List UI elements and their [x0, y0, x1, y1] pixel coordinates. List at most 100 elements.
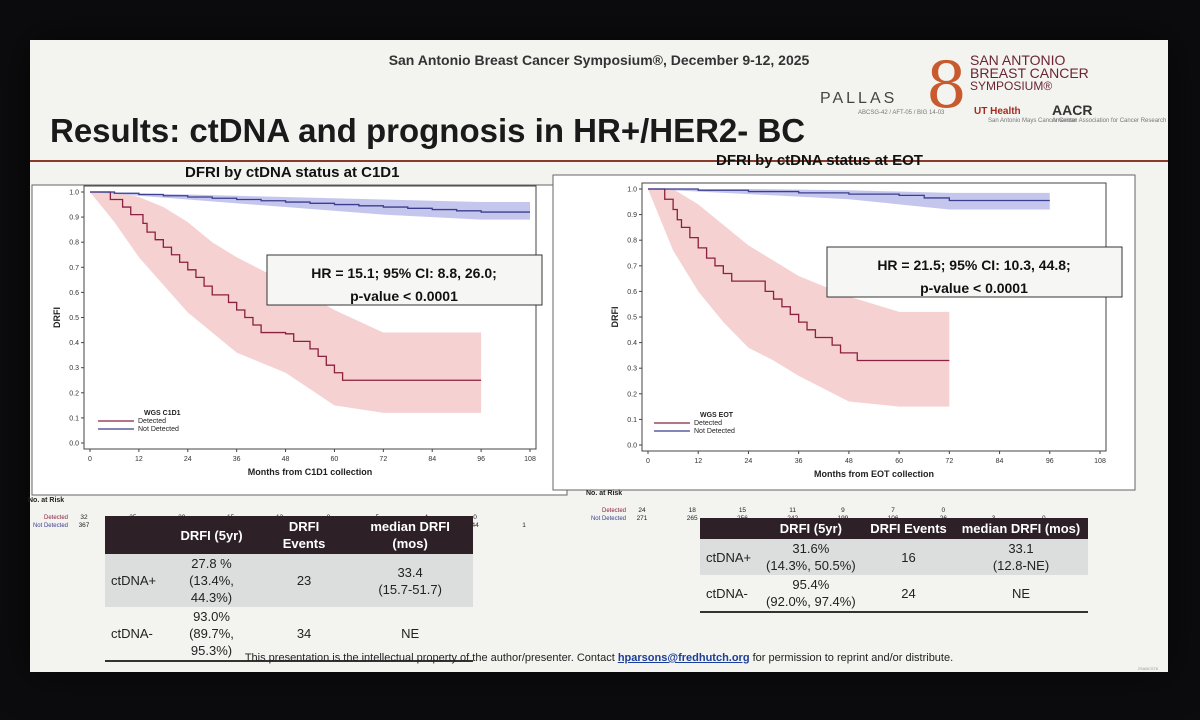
- risk-count: 265: [687, 515, 698, 522]
- drfi-ci: (89.7%, 95.3%): [189, 626, 234, 658]
- y-tick-label: 0.7: [69, 265, 79, 272]
- median-cell: NE: [347, 607, 473, 662]
- x-tick-label: 84: [428, 456, 436, 463]
- y-tick-label: 0.7: [627, 263, 637, 270]
- sabcs-logo-icon: 8: [926, 49, 967, 123]
- risk-row-label: Not Detected: [33, 523, 68, 529]
- conference-banner: San Antonio Breast Cancer Symposium®, De…: [388, 52, 810, 68]
- table-header: DRFI (5yr): [758, 518, 864, 539]
- km-line-detected: [90, 191, 482, 381]
- y-tick-label: 0.6: [69, 290, 79, 297]
- pallas-logo: PALLAS: [820, 90, 898, 107]
- table-header: DRFI (5yr): [162, 516, 261, 554]
- risk-count: 11: [789, 507, 796, 514]
- median-cell: 33.1 (12.8-NE): [953, 539, 1088, 575]
- x-tick-label: 36: [795, 458, 803, 465]
- chart-title-eot: DFRI by ctDNA status at EOT: [716, 152, 923, 169]
- y-tick-label: 1.0: [69, 190, 79, 197]
- table-corner: [105, 516, 163, 554]
- row-label: ctDNA+: [700, 539, 759, 575]
- x-tick-label: 84: [996, 458, 1004, 465]
- slide-code: 2SABCS76: [1137, 666, 1158, 671]
- x-tick-label: 96: [1046, 458, 1054, 465]
- row-label: ctDNA-: [105, 607, 163, 662]
- km-plot-c1d1: 0.0 0.1 0.2 0.3 0.4 0.5 0.6 0.7 0.8 0.9 1.0 0 12 24 36…: [28, 184, 568, 529]
- x-tick-label: 12: [694, 458, 702, 465]
- drfi-ci: (13.4%, 44.3%): [189, 573, 234, 605]
- y-tick-label: 0.1: [627, 417, 637, 424]
- x-axis-label: Months from C1D1 collection: [248, 467, 373, 477]
- legend-label: Not Detected: [694, 428, 735, 435]
- median-cell: NE: [953, 575, 1088, 613]
- sabcs-logo: SAN ANTONIO BREAST CANCER SYMPOSIUM®: [970, 53, 1089, 93]
- median-ci: (15.7-51.7): [378, 581, 442, 597]
- ut-health-logo-subtitle: San Antonio Mays Cancer Center: [988, 118, 1078, 124]
- y-tick-label: 0.3: [627, 366, 637, 373]
- km-plot-eot: 0.0 0.1 0.2 0.3 0.4 0.5 0.6 0.7 0.8 0.9 1.0 0 12 24 36…: [552, 174, 1136, 522]
- x-tick-label: 108: [1094, 458, 1106, 465]
- slide: San Antonio Breast Cancer Symposium®, De…: [28, 40, 1168, 672]
- table-row: ctDNA+ 27.8 % (13.4%, 44.3%) 23 33.4 (15.7…: [105, 554, 473, 607]
- y-tick-label: 0.8: [627, 238, 637, 245]
- footer-text: for permission to reprint and/or distrib…: [749, 652, 954, 664]
- drfi-ci: (14.3%, 50.5%): [766, 558, 856, 573]
- risk-table-label: No. at Risk: [28, 497, 64, 504]
- risk-count: 24: [638, 507, 646, 514]
- y-tick-label: 0.4: [627, 340, 637, 347]
- table-header: median DRFI (mos): [347, 516, 473, 554]
- risk-count: 0: [942, 507, 946, 514]
- x-tick-label: 0: [646, 458, 650, 465]
- contact-email-link[interactable]: hparsons@fredhutch.org: [617, 652, 750, 664]
- drfi-cell: 27.8 % (13.4%, 44.3%): [162, 554, 261, 607]
- footer-notice: This presentation is the intellectual pr…: [30, 652, 1168, 664]
- x-tick-label: 96: [477, 456, 485, 463]
- title-divider: [30, 160, 1168, 162]
- y-tick-label: 0.9: [69, 215, 79, 222]
- median-value: 33.4: [397, 564, 423, 580]
- results-table-eot: DRFI (5yr) DRFI Events median DRFI (mos)…: [700, 518, 1088, 613]
- risk-count: 367: [79, 522, 90, 529]
- drfi-value: 93.0%: [193, 609, 230, 624]
- ci-band-detected: [648, 189, 950, 407]
- risk-count: 9: [841, 507, 845, 514]
- drfi-cell: 95.4% (92.0%, 97.4%): [758, 575, 864, 613]
- drfi-value: 27.8 %: [191, 556, 232, 571]
- aacr-logo: AACR: [1052, 102, 1093, 118]
- x-tick-label: 12: [135, 456, 143, 463]
- km-line-not-detected: [648, 188, 1050, 202]
- risk-count: 32: [80, 514, 88, 521]
- y-axis-label: DRFI: [610, 307, 620, 328]
- chart-title-c1d1: DFRI by ctDNA status at C1D1: [185, 164, 400, 181]
- table-row: ctDNA- 95.4% (92.0%, 97.4%) 24 NE: [700, 575, 1088, 613]
- y-tick-label: 0.9: [627, 212, 637, 219]
- pallas-logo-subtitle: ABCSG-42 / AFT-05 / BIG 14-03: [858, 110, 945, 116]
- x-tick-label: 0: [88, 456, 92, 463]
- y-tick-label: 0.0: [627, 443, 637, 450]
- x-tick-label: 48: [282, 456, 290, 463]
- ut-health-logo: UT Health: [974, 106, 1021, 117]
- km-line-detected: [648, 188, 950, 362]
- median-ci: (12.8-NE): [992, 558, 1050, 573]
- table-header: median DRFI (mos): [953, 518, 1088, 539]
- events-cell: 24: [863, 575, 954, 613]
- legend-title: WGS EOT: [700, 412, 734, 419]
- table-row: ctDNA+ 31.6% (14.3%, 50.5%) 16 33.1 (12.8-…: [700, 539, 1088, 575]
- row-label: ctDNA-: [700, 575, 759, 613]
- results-table-c1d1: DRFI (5yr) DRFI Events median DRFI (mos)…: [105, 516, 473, 662]
- hr-annotation-line: HR = 21.5; 95% CI: 10.3, 44.8;: [877, 257, 1070, 273]
- y-tick-label: 0.3: [69, 365, 79, 372]
- risk-count: 7: [891, 507, 895, 514]
- y-tick-label: 0.0: [69, 441, 79, 448]
- table-row: ctDNA- 93.0% (89.7%, 95.3%) 34 NE: [105, 607, 473, 662]
- events-cell: 23: [260, 554, 348, 607]
- x-tick-label: 60: [895, 458, 903, 465]
- risk-row-label: Not Detected: [591, 516, 626, 522]
- sabcs-logo-line: SYMPOSIUM®: [970, 79, 1053, 93]
- y-axis-label: DRFI: [52, 307, 62, 328]
- events-cell: 16: [863, 539, 954, 575]
- table-header: DRFI Events: [863, 518, 954, 539]
- sabcs-logo-line: BREAST CANCER: [970, 65, 1089, 81]
- drfi-ci: (92.0%, 97.4%): [766, 594, 856, 609]
- ci-band-not-detected: [648, 189, 1050, 210]
- risk-row-label: Detected: [44, 515, 68, 521]
